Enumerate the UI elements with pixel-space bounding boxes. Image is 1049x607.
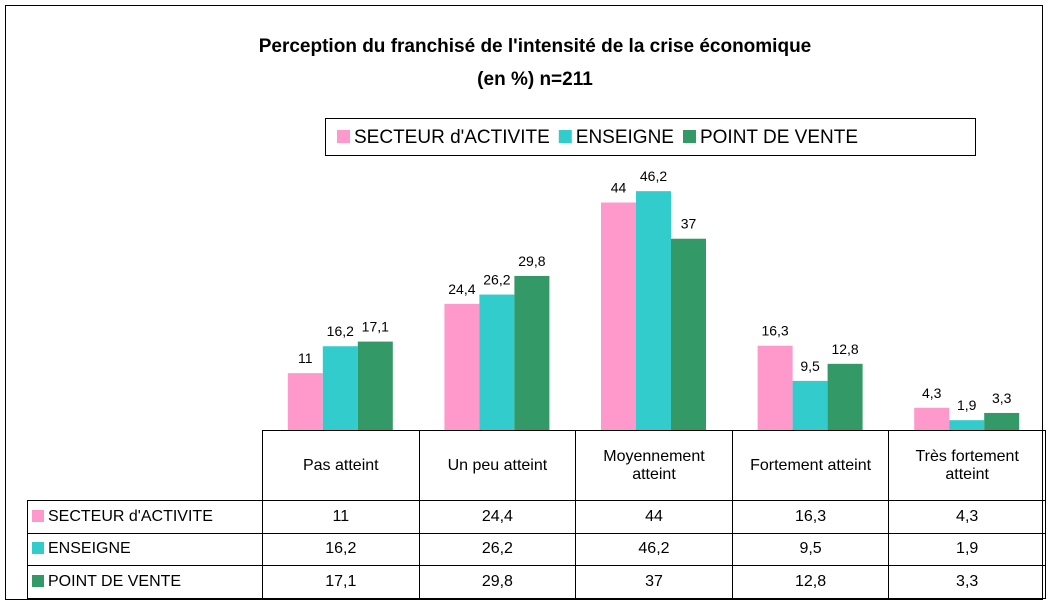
table-cell: 17,1 <box>262 565 420 599</box>
data-label: 16,3 <box>761 323 788 339</box>
bar <box>357 341 393 430</box>
bar <box>514 275 550 430</box>
bar <box>479 294 515 430</box>
legend-label: POINT DE VENTE <box>700 127 858 148</box>
legend-swatch <box>32 509 44 522</box>
bar <box>636 191 671 430</box>
data-label: 46,2 <box>640 168 667 184</box>
chart-border <box>5 5 1043 600</box>
table-cell: 3,3 <box>888 565 1046 599</box>
bar <box>444 303 480 430</box>
data-label: 3,3 <box>992 390 1012 406</box>
legend-swatch <box>558 130 572 143</box>
bar <box>792 380 828 430</box>
bar <box>949 420 985 430</box>
bar <box>601 202 636 430</box>
legend-swatch <box>32 574 44 587</box>
chart-subtitle: (en %) n=211 <box>477 69 593 90</box>
bar <box>827 363 863 430</box>
table-cell: 29,8 <box>418 565 577 599</box>
data-label: 44 <box>611 180 627 196</box>
table-cell: 11 <box>262 500 420 534</box>
table-cell: 1,9 <box>888 532 1046 566</box>
row-label: POINT DE VENTE <box>27 565 263 599</box>
table-cell: 26,2 <box>418 532 577 566</box>
category-label: Fortement atteint <box>731 430 890 501</box>
legend-label: ENSEIGNE <box>576 127 674 148</box>
bar <box>671 238 706 430</box>
table-cell: 4,3 <box>888 500 1046 534</box>
table-row: ENSEIGNE 16,2 26,2 46,2 9,5 1,9 <box>27 532 1046 566</box>
data-label: 17,1 <box>362 319 389 335</box>
chart-title: Perception du franchisé de l'intensité d… <box>259 36 812 57</box>
data-table: Pas atteint Un peu atteint Moyennement att… <box>27 430 1046 599</box>
data-label: 37 <box>681 216 697 232</box>
data-label: 1,9 <box>957 397 977 413</box>
category-label: Pas atteint <box>262 430 420 501</box>
data-label: 24,4 <box>448 281 475 297</box>
table-cell: 16,3 <box>731 500 890 534</box>
bar <box>287 373 323 430</box>
bar <box>322 346 358 430</box>
table-cell: 12,8 <box>731 565 890 599</box>
row-label: ENSEIGNE <box>27 532 263 566</box>
legend-box <box>325 118 976 156</box>
table-cell: 9,5 <box>731 532 890 566</box>
row-label-text: POINT DE VENTE <box>48 572 182 590</box>
data-label: 16,2 <box>327 323 354 339</box>
category-label: Moyennement atteint <box>575 430 733 501</box>
table-cell: 37 <box>575 565 733 599</box>
table-cell: 24,4 <box>418 500 577 534</box>
data-label: 4,3 <box>922 385 942 401</box>
table-cell: 46,2 <box>575 532 733 566</box>
table-row: POINT DE VENTE 17,1 29,8 37 12,8 3,3 <box>27 565 1046 599</box>
table-cell: 16,2 <box>262 532 420 566</box>
row-label-text: ENSEIGNE <box>48 540 131 558</box>
legend-swatch <box>337 130 350 143</box>
category-label: Un peu atteint <box>418 430 577 501</box>
category-label: Très fortement atteint <box>888 430 1046 501</box>
legend-label: SECTEUR d'ACTIVITE <box>354 127 550 148</box>
data-label: 11 <box>298 350 313 366</box>
data-label: 9,5 <box>800 358 820 374</box>
table-header-row: Pas atteint Un peu atteint Moyennement att… <box>27 430 1046 501</box>
data-label: 29,8 <box>518 253 545 269</box>
data-label: 26,2 <box>483 272 510 288</box>
table-row: SECTEUR d'ACTIVITE 11 24,4 44 16,3 4,3 <box>27 500 1046 534</box>
row-label-text: SECTEUR d'ACTIVITE <box>48 507 213 525</box>
bar <box>914 407 950 430</box>
bar <box>757 345 793 430</box>
legend-swatch <box>32 542 44 555</box>
row-label: SECTEUR d'ACTIVITE <box>27 500 263 534</box>
table-corner <box>27 430 263 501</box>
legend-swatch <box>682 130 696 143</box>
data-label: 12,8 <box>831 341 858 357</box>
table-cell: 44 <box>575 500 733 534</box>
bar <box>984 412 1020 430</box>
